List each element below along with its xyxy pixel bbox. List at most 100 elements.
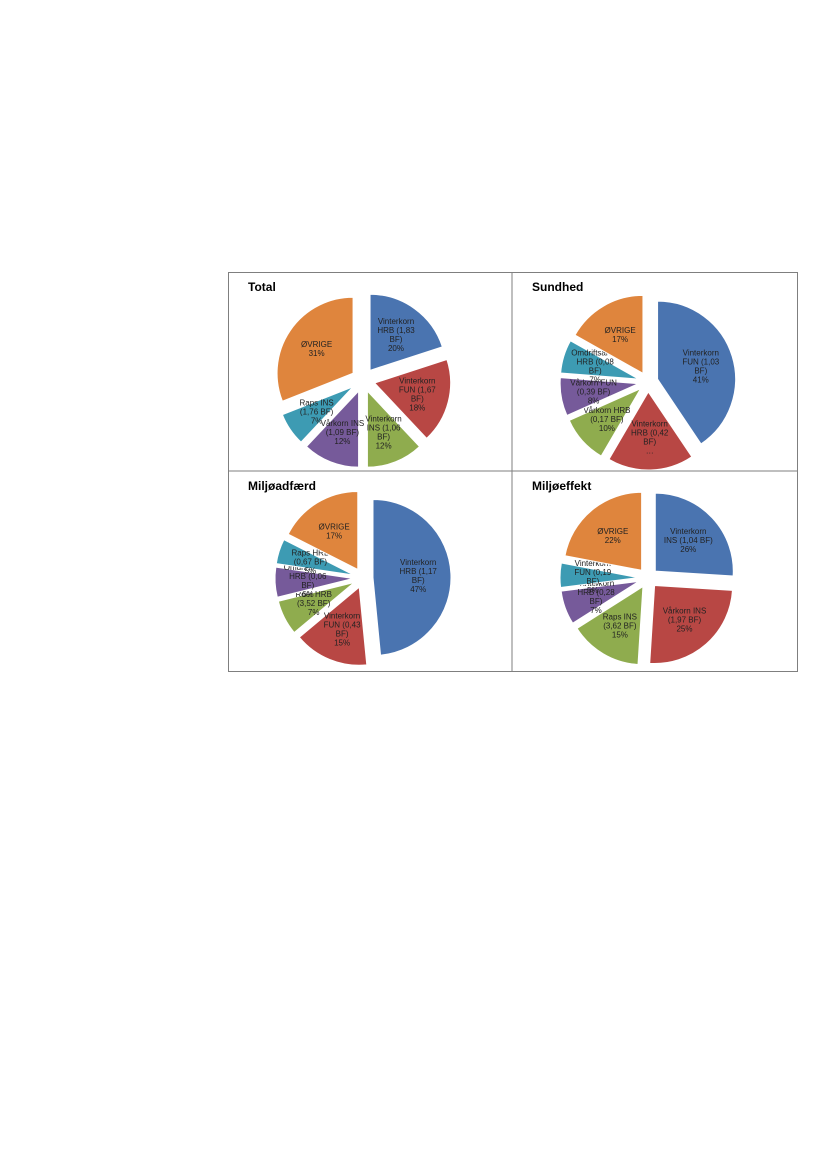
- pie-slice: [366, 389, 421, 468]
- slice-label: Vårkorn INS (1,09 BF) 12%: [321, 419, 365, 446]
- slice-label-line: HRB (0,42: [631, 429, 669, 438]
- slice-label-line: 7%: [311, 417, 323, 426]
- slice-label-line: 10%: [599, 424, 615, 433]
- slice-label-line: FUN (1,67: [399, 385, 436, 394]
- pie-slice: [287, 490, 359, 571]
- slice-label-line: 5%: [305, 566, 317, 575]
- pie-slice: [564, 491, 643, 571]
- slice-label-line: 41%: [693, 375, 709, 384]
- slice-label-line: Raps INS: [603, 613, 637, 622]
- slice-label-line: BF): [336, 630, 349, 639]
- pie-slice: [560, 580, 639, 624]
- slice-label-line: 47%: [410, 585, 426, 594]
- slice-label-line: Vårkorn INS: [321, 419, 365, 428]
- panel-total: Total Vinterkorn HRB (1,83 BF) 20%Vinterkor…: [248, 280, 452, 468]
- slice-label: Vinterkorn FUN (0,43 BF) 15%: [324, 612, 361, 648]
- pie-slice: [576, 585, 644, 665]
- slice-label: ØVRIGE 17%: [319, 522, 350, 540]
- slice-label: Vinterkorn INS (1,06 BF) 12%: [365, 415, 401, 451]
- slice-label-line: Vinterkorn: [632, 420, 668, 429]
- slice-label-line: BF): [589, 366, 602, 375]
- panel-title: Miljøeffekt: [532, 479, 591, 493]
- slice-label-line: 12%: [376, 442, 392, 451]
- slice-label-line: Vinterkorn: [365, 415, 401, 424]
- pie-slice: [559, 562, 639, 589]
- slice-label-line: BF): [412, 576, 425, 585]
- slice-label: ØVRIGE 17%: [605, 326, 636, 344]
- slice-label-line: BF): [411, 394, 424, 403]
- slice-label-line: (1,76 BF): [300, 408, 334, 417]
- slice-label-line: (1,09 BF): [326, 428, 360, 437]
- pie-slice: [608, 391, 693, 471]
- slice-label-line: INS (1,04 BF): [664, 536, 713, 545]
- slice-label-line: BF): [301, 581, 314, 590]
- panel-miljoeffekt: Miljøeffekt Vinterkorn INS (1,04 BF) 26%Vå…: [532, 479, 734, 665]
- slice-label-line: BF): [643, 438, 656, 447]
- slice-label-line: ØVRIGE: [319, 522, 350, 531]
- slice-label-line: 31%: [309, 349, 325, 358]
- slice-label-line: (0,67 BF): [294, 557, 328, 566]
- slice-label-line: (0,39 BF): [577, 387, 611, 396]
- pie-slice: [560, 340, 639, 380]
- slice-label-line: (3,52 BF): [297, 599, 331, 608]
- slice-label-line: 6%: [302, 590, 314, 599]
- slice-label-line: BF): [390, 335, 403, 344]
- slice-label-line: 15%: [612, 631, 628, 640]
- slice-label-line: (1,97 BF): [668, 615, 702, 624]
- slice-label-line: 7%: [308, 608, 320, 617]
- slice-label-line: ØVRIGE: [301, 340, 332, 349]
- pie-slice: [649, 584, 733, 664]
- slice-label-line: 17%: [612, 335, 628, 344]
- slice-label-line: (3,62 BF): [603, 622, 637, 631]
- panel-title: Sundhed: [532, 280, 583, 294]
- slice-label-line: Vinterkorn: [683, 348, 719, 357]
- slice-label: Raps INS (1,76 BF) 7%: [299, 399, 333, 426]
- slice-label-line: 12%: [334, 437, 350, 446]
- slice-label-line: HRB (0,06: [289, 572, 327, 581]
- pie-charts-svg: Total Vinterkorn HRB (1,83 BF) 20%Vinterkor…: [228, 272, 798, 672]
- slice-label: Omdriftsareal HRB (0,08 BF) 7%: [571, 348, 619, 384]
- slice-label-line: Omdriftsareal: [571, 348, 619, 357]
- slice-label-line: FUN (1,03: [682, 357, 719, 366]
- slice-label-line: Vårkorn HRB: [583, 406, 630, 415]
- slice-label-line: HRB (0,08: [577, 357, 615, 366]
- slice-label-line: 8%: [588, 396, 600, 405]
- slice-label-line: 7%: [590, 606, 602, 615]
- panel-miljoadfaerd: Miljøadfærd Vinterkorn HRB (1,17 BF) 47%Vin…: [248, 479, 452, 666]
- slice-label-line: BF): [377, 433, 390, 442]
- pie-slice: [559, 377, 639, 417]
- slice-label: Vinterkorn FUN (0,19 BF) 5%: [574, 559, 611, 595]
- slice-label-line: 7%: [589, 375, 601, 384]
- slice-label-line: Vinterkorn: [399, 376, 435, 385]
- slice-label: Vinterkorn HRB (0,28 BF) 7%: [577, 579, 615, 615]
- slice-label-line: 15%: [334, 639, 350, 648]
- slice-label-line: Vinterkorn: [575, 559, 611, 568]
- slice-label-line: INS (1,06: [367, 424, 401, 433]
- slice-label: Vinterkorn INS (1,04 BF) 26%: [664, 527, 713, 554]
- slice-label-line: 25%: [676, 624, 692, 633]
- slice-label: ØVRIGE 31%: [301, 340, 332, 358]
- slice-label-line: 22%: [605, 536, 621, 545]
- slice-label-line: Vinterkorn: [324, 612, 360, 621]
- slice-label-line: 5%: [587, 586, 599, 595]
- slice-label: Roer HRB (3,52 BF) 7%: [295, 590, 331, 617]
- slice-label: Vinterkorn HRB (1,83 BF) 20%: [377, 317, 415, 353]
- slice-label-line: Raps INS: [299, 399, 333, 408]
- slice-label-line: BF): [694, 366, 707, 375]
- slice-label-line: (0,17 BF): [590, 415, 624, 424]
- slice-label-line: ØVRIGE: [605, 326, 636, 335]
- slice-label-line: Vinterkorn: [378, 317, 414, 326]
- slice-label-line: Roer HRB: [295, 590, 331, 599]
- slice-label-line: HRB (1,17: [400, 567, 438, 576]
- pie-slice: [277, 582, 355, 634]
- slice-label-line: 26%: [680, 545, 696, 554]
- slice-label-line: Vinterkorn: [400, 558, 436, 567]
- slice-label-line: Vinterkorn: [578, 579, 614, 588]
- pie-slice: [574, 294, 644, 375]
- slice-label-line: Vårkorn FUN: [570, 378, 617, 387]
- pie-slice: [657, 300, 737, 445]
- pie-slice: [274, 566, 354, 598]
- slice-label-line: HRB (1,83: [377, 326, 415, 335]
- slice-label: Vårkorn HRB (0,17 BF) 10%: [583, 406, 630, 433]
- pie-slice: [568, 387, 642, 457]
